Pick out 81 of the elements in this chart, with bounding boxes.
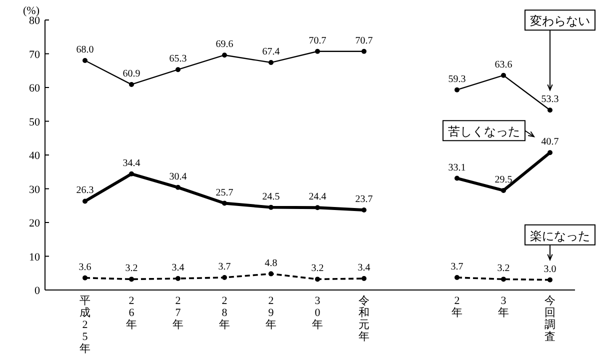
x-tick-label: 26年 bbox=[126, 295, 137, 331]
x-tick-label: 30年 bbox=[312, 295, 323, 331]
x-tick-label: 28年 bbox=[219, 295, 230, 331]
point bbox=[315, 276, 320, 282]
y-tick-label: 50 bbox=[29, 116, 40, 128]
data-label: 67.4 bbox=[262, 46, 280, 58]
point bbox=[82, 198, 88, 204]
point bbox=[268, 271, 274, 276]
data-label: 3.4 bbox=[358, 262, 370, 274]
point bbox=[454, 275, 460, 280]
point bbox=[129, 276, 134, 282]
y-tick-label: 0 bbox=[34, 285, 40, 297]
data-label: 30.4 bbox=[169, 171, 187, 182]
point bbox=[176, 184, 180, 190]
point bbox=[362, 48, 366, 54]
point bbox=[548, 150, 552, 156]
point bbox=[454, 87, 460, 92]
data-label: 70.7 bbox=[308, 35, 326, 46]
y-tick-label: 80 bbox=[29, 15, 40, 27]
point bbox=[315, 48, 320, 54]
point bbox=[176, 67, 180, 72]
point bbox=[82, 58, 88, 63]
y-tick-label: 60 bbox=[29, 82, 40, 94]
point bbox=[129, 82, 134, 87]
data-label: 24.4 bbox=[308, 192, 326, 203]
x-tick-label: 3年 bbox=[498, 295, 509, 319]
data-label: 26.3 bbox=[76, 185, 94, 196]
data-label: 34.4 bbox=[122, 158, 140, 169]
point bbox=[176, 276, 180, 282]
point bbox=[268, 60, 274, 66]
data-label: 53.3 bbox=[541, 94, 559, 106]
x-tick-label: 29年 bbox=[266, 295, 276, 331]
x-tick-label: 2年 bbox=[452, 295, 462, 319]
point bbox=[315, 205, 320, 210]
data-label: 4.8 bbox=[264, 258, 278, 269]
point bbox=[129, 171, 134, 176]
data-label: 3.2 bbox=[125, 263, 138, 274]
data-label: 29.5 bbox=[494, 174, 512, 186]
data-label: 3.2 bbox=[497, 263, 510, 274]
point bbox=[501, 276, 506, 282]
data-label: 25.7 bbox=[216, 187, 234, 198]
y-axis-title: (%) bbox=[23, 5, 40, 17]
point bbox=[82, 275, 88, 280]
point bbox=[362, 208, 366, 213]
data-label: 40.7 bbox=[541, 136, 559, 148]
x-tick-label: 令和元年 bbox=[358, 295, 370, 343]
point bbox=[222, 200, 227, 206]
point bbox=[222, 275, 227, 280]
data-label: 3.7 bbox=[218, 262, 231, 273]
data-label: 3.0 bbox=[544, 264, 556, 275]
x-tick-label: 27年 bbox=[172, 295, 184, 331]
legend-label: 苦しくなった bbox=[448, 124, 520, 139]
y-tick-label: 30 bbox=[29, 184, 40, 196]
point bbox=[454, 176, 460, 181]
data-label: 63.6 bbox=[494, 59, 512, 70]
data-label: 23.7 bbox=[355, 194, 373, 206]
point bbox=[501, 72, 506, 78]
data-label: 65.3 bbox=[169, 54, 187, 65]
data-label: 69.6 bbox=[216, 39, 234, 50]
x-tick-label: 平成25年 bbox=[80, 295, 90, 355]
data-label: 3.7 bbox=[450, 262, 464, 273]
data-label: 3.2 bbox=[311, 263, 324, 274]
point bbox=[222, 52, 227, 58]
data-label: 68.0 bbox=[76, 44, 94, 56]
y-tick-label: 70 bbox=[29, 48, 40, 61]
y-tick-label: 40 bbox=[29, 150, 40, 162]
point bbox=[548, 277, 552, 282]
data-label: 59.3 bbox=[448, 74, 466, 85]
data-label: 70.7 bbox=[355, 35, 373, 46]
x-tick-label: 今回調査 bbox=[544, 295, 556, 343]
y-tick-label: 10 bbox=[29, 251, 40, 264]
point bbox=[501, 188, 506, 193]
data-label: 3.4 bbox=[172, 262, 184, 274]
data-label: 3.6 bbox=[78, 262, 92, 273]
point bbox=[548, 108, 552, 113]
point bbox=[268, 204, 274, 210]
data-label: 60.9 bbox=[122, 68, 140, 80]
data-label: 24.5 bbox=[262, 191, 280, 202]
point bbox=[362, 276, 366, 282]
y-tick-label: 20 bbox=[29, 218, 40, 230]
data-label: 33.1 bbox=[448, 162, 466, 174]
